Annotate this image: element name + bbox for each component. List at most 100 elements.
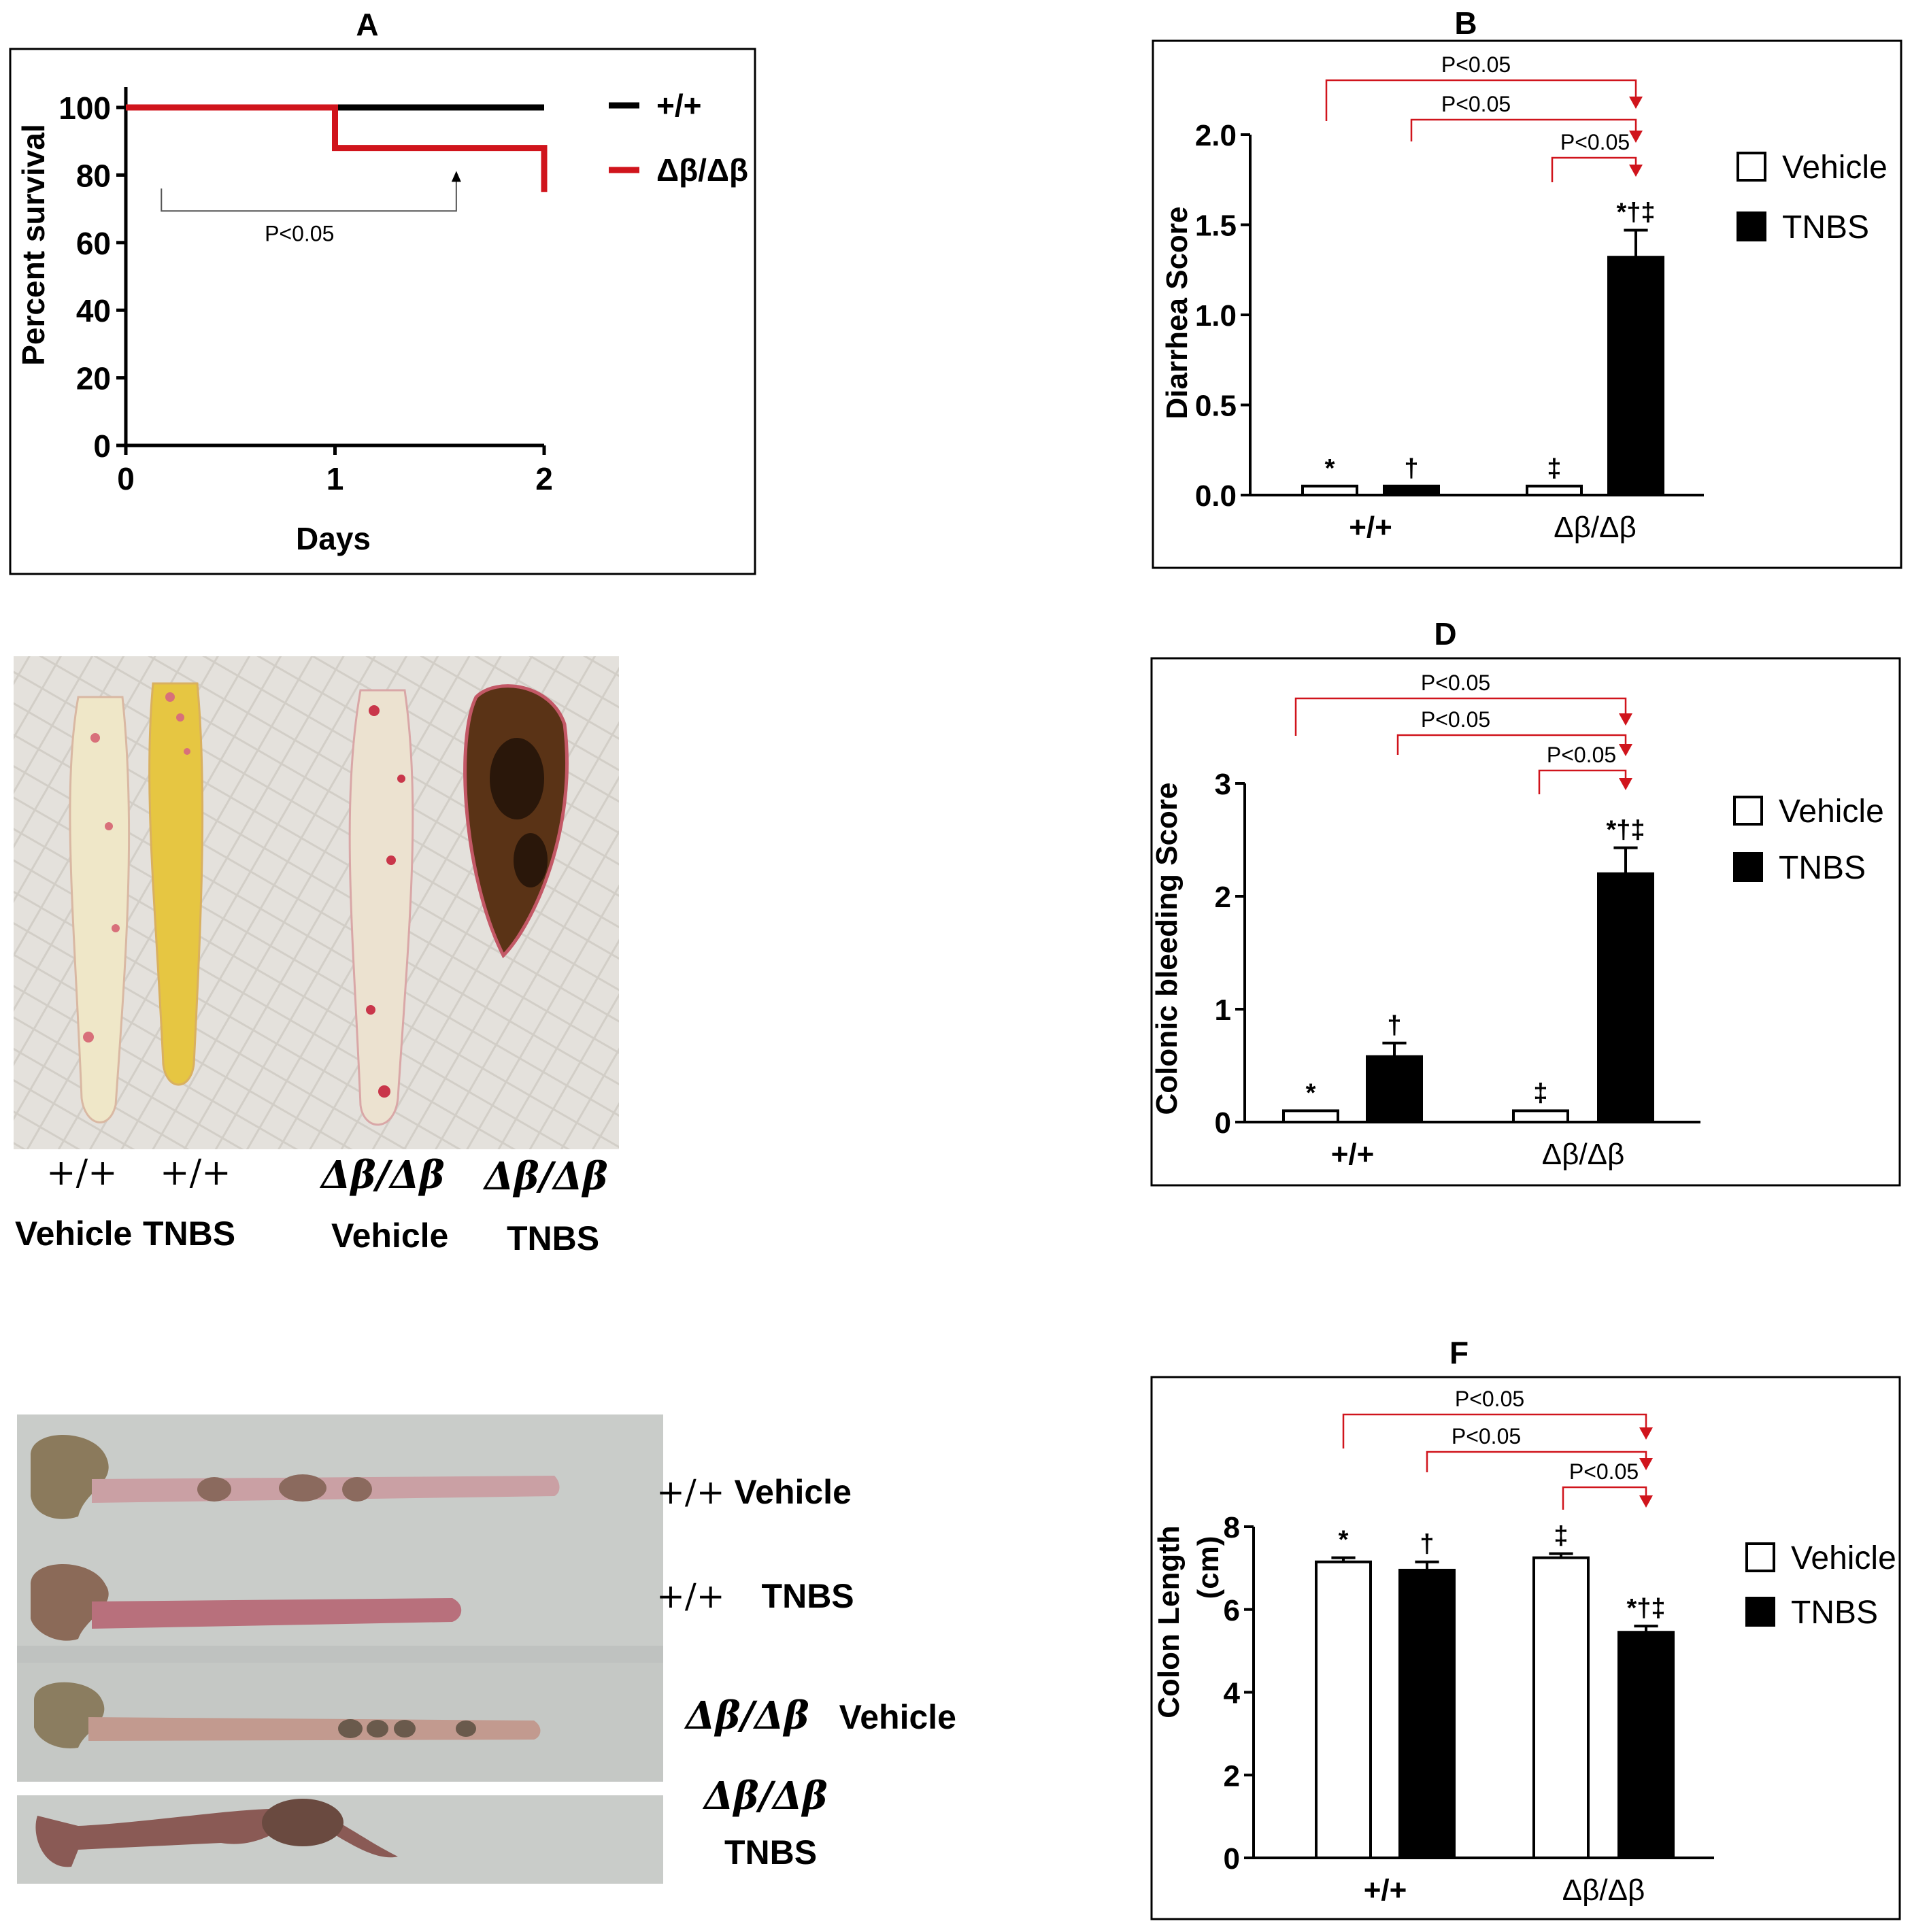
chart-d-bracket-arrow <box>1619 713 1632 726</box>
chart-d-bar <box>1597 872 1654 1124</box>
chart-f-bar <box>1617 1631 1675 1859</box>
chart-d-bracket <box>1538 769 1627 794</box>
chart-d-y-tick-label: 2 <box>1215 881 1231 914</box>
chart-b-bracket <box>1325 79 1637 121</box>
chart-d-bracket <box>1396 734 1627 755</box>
chart-f-y-tick-label: 6 <box>1224 1594 1240 1627</box>
photo-c-label-4-treatment: TNBS <box>507 1219 600 1257</box>
chart-a-y-label: Percent survival <box>16 124 51 365</box>
chart-d-title: D <box>1434 616 1456 651</box>
photo-c-label-1-treatment: Vehicle <box>15 1215 133 1253</box>
chart-b-y-tick-label: 0.0 <box>1195 479 1237 513</box>
colon-c1 <box>69 696 131 1123</box>
photo-c-label-3-treatment: Vehicle <box>331 1217 449 1255</box>
photo-e-label-3: Δβ/Δβ Vehicle <box>686 1693 956 1738</box>
photo-e-label-4-treatment: TNBS <box>724 1833 818 1871</box>
chart-a-x-tick-label: 0 <box>117 461 135 496</box>
photo-e-label-2: +/+ TNBS <box>656 1576 854 1616</box>
chart-a-y-tick-label: 20 <box>76 361 111 396</box>
chart-a-y-tick-label: 0 <box>93 428 111 464</box>
chart-f-bracket-label: P<0.05 <box>1452 1424 1521 1448</box>
photo-c-label-4-genotype: Δβ/Δβ <box>484 1154 608 1199</box>
chart-d-significance-mark: * <box>1306 1079 1316 1107</box>
chart-b-legend-label: TNBS <box>1782 209 1869 245</box>
chart-f-bracket-label: P<0.05 <box>1455 1387 1524 1411</box>
colon-e1 <box>31 1435 109 1519</box>
chart-b-bar <box>1301 484 1358 496</box>
chart-d-y-tick-label: 0 <box>1215 1106 1231 1140</box>
chart-a-x-tick-label: 2 <box>535 461 553 496</box>
photo-c-label-1-genotype: +/+ <box>46 1153 118 1193</box>
chart-d-x-tick-label: Δβ/Δβ <box>1542 1138 1625 1171</box>
chart-f-y-tick-label: 0 <box>1224 1842 1240 1876</box>
chart-b-bracket-arrow <box>1629 131 1643 143</box>
colon-photo-e <box>17 1414 663 1884</box>
chart-f-bracket <box>1426 1451 1647 1472</box>
chart-b-bar <box>1526 484 1583 496</box>
chart-d-significance-mark: *†‡ <box>1606 816 1645 845</box>
photo-e-label-1-treatment: Vehicle <box>734 1473 852 1511</box>
chart-f-bracket-arrow <box>1639 1458 1653 1470</box>
chart-b-bracket-label: P<0.05 <box>1441 52 1511 77</box>
chart-b-bracket-arrow <box>1629 165 1643 177</box>
colon-photo-c-art <box>14 656 619 1149</box>
colon-e4 <box>35 1808 398 1867</box>
chart-b-bar <box>1383 484 1440 496</box>
chart-f-x-tick-label: Δβ/Δβ <box>1562 1874 1645 1907</box>
chart-f-frame <box>1150 1376 1901 1920</box>
photo-e-label-1: +/+ Vehicle <box>656 1472 852 1512</box>
chart-a-y-tick-label: 60 <box>76 226 111 261</box>
colon-c2 <box>148 682 204 1086</box>
chart-f-bar <box>1532 1556 1590 1859</box>
chart-b-title: B <box>1454 5 1477 41</box>
chart-b-y-tick-label: 0.5 <box>1195 390 1237 423</box>
chart-d-bar <box>1512 1109 1569 1124</box>
chart-f-y-label-unit: (cm) <box>1192 1536 1225 1599</box>
chart-d-bar <box>1282 1109 1339 1124</box>
chart-a-y-tick-label: 100 <box>58 90 111 126</box>
chart-a-y-tick-label: 40 <box>76 293 111 328</box>
chart-d-bar <box>1366 1055 1423 1123</box>
chart-b-significance-mark: * <box>1325 454 1335 483</box>
chart-a-frame <box>9 48 756 575</box>
chart-f-legend-label: TNBS <box>1791 1595 1878 1631</box>
colon-e3 <box>34 1682 105 1748</box>
chart-b-legend-swatch <box>1737 211 1766 241</box>
chart-b-bracket-label: P<0.05 <box>1560 130 1630 154</box>
chart-f-bar <box>1315 1560 1372 1859</box>
chart-d-bracket-label: P<0.05 <box>1547 743 1616 767</box>
chart-b-x-tick-label: +/+ <box>1349 511 1392 544</box>
chart-d-legend-label: Vehicle <box>1779 794 1884 830</box>
chart-f-bracket-arrow <box>1639 1427 1653 1440</box>
colon-e2 <box>31 1564 109 1641</box>
chart-d-legend-swatch <box>1733 852 1763 882</box>
chart-b-significance-mark: *†‡ <box>1616 198 1655 226</box>
chart-f-bracket-arrow <box>1639 1495 1653 1508</box>
chart-d-y-label: Colonic bleeding Score <box>1150 783 1184 1115</box>
chart-f-legend-label: Vehicle <box>1791 1540 1896 1576</box>
chart-b-significance-mark: † <box>1404 454 1418 483</box>
photo-e-label-1-genotype: +/+ <box>656 1472 725 1512</box>
chart-f-y-tick-label: 2 <box>1224 1759 1240 1793</box>
colon-photo-e-art <box>17 1414 663 1884</box>
chart-f-bracket <box>1342 1413 1647 1448</box>
chart-b-bracket <box>1410 118 1637 141</box>
chart-d-bracket-arrow <box>1619 778 1632 790</box>
chart-a-x-label: Days <box>296 521 371 556</box>
chart-b-bracket-label: P<0.05 <box>1441 92 1511 116</box>
chart-d-bracket <box>1294 697 1627 736</box>
colon-photo-c <box>14 656 619 1149</box>
photo-e-label-2-treatment: TNBS <box>761 1577 854 1615</box>
chart-f-legend-swatch <box>1745 1597 1775 1627</box>
photo-e-label-2-genotype: +/+ <box>656 1576 725 1616</box>
chart-d-frame <box>1150 657 1901 1187</box>
chart-a-annotation-bracket <box>161 175 457 212</box>
chart-b-legend-swatch <box>1737 152 1766 182</box>
chart-a-legend-label: Δβ/Δβ <box>656 152 748 188</box>
photo-c-label-2-genotype: +/+ <box>160 1153 231 1193</box>
chart-f-x-tick-label: +/+ <box>1364 1874 1407 1907</box>
chart-a-annotation-text: P<0.05 <box>265 221 334 245</box>
chart-f-legend-swatch <box>1745 1542 1775 1572</box>
chart-d-bracket-arrow <box>1619 744 1632 756</box>
chart-d-y-tick-label: 1 <box>1215 994 1231 1027</box>
